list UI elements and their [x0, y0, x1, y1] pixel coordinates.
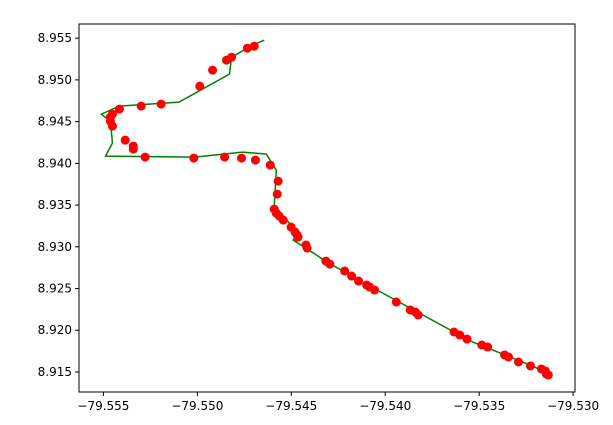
point: [136, 101, 146, 111]
y-tick-label: 8.940: [38, 156, 72, 170]
x-tick-label: −79.535: [453, 399, 505, 413]
y-tick-label: 8.920: [38, 323, 72, 337]
point: [114, 104, 124, 114]
point: [265, 160, 275, 170]
point: [140, 152, 150, 162]
point: [208, 65, 218, 75]
point: [237, 153, 247, 163]
y-tick-label: 8.925: [38, 282, 72, 296]
point: [293, 232, 303, 242]
point: [503, 352, 513, 362]
x-tick-label: −79.545: [265, 399, 317, 413]
point: [107, 121, 117, 131]
x-tick-label: −79.540: [359, 399, 411, 413]
y-tick-label: 8.955: [38, 31, 72, 45]
point: [413, 310, 423, 320]
point: [242, 43, 252, 53]
point: [455, 330, 465, 340]
x-tick-label: −79.530: [547, 399, 599, 413]
point: [273, 176, 283, 186]
line: [99, 39, 549, 375]
y-tick-label: 8.945: [38, 115, 72, 129]
point: [302, 243, 312, 253]
y-tick-label: 8.930: [38, 240, 72, 254]
point: [483, 342, 493, 352]
point: [325, 259, 335, 269]
point: [525, 361, 535, 371]
point: [189, 153, 199, 163]
point: [249, 41, 259, 51]
axes-frame: [78, 23, 576, 393]
point: [195, 81, 205, 91]
point: [543, 370, 553, 380]
y-tick-label: 8.915: [38, 365, 72, 379]
point: [278, 215, 288, 225]
point: [462, 334, 472, 344]
x-tick-label: −79.555: [77, 399, 129, 413]
point: [220, 152, 230, 162]
y-tick-label: 8.950: [38, 73, 72, 87]
y-tick-label: 8.935: [38, 198, 72, 212]
point: [354, 276, 364, 286]
point: [347, 271, 357, 281]
point: [128, 144, 138, 154]
point: [513, 357, 523, 367]
point: [156, 99, 166, 109]
x-tick-label: −79.550: [171, 399, 223, 413]
point: [340, 266, 350, 276]
point: [221, 55, 231, 65]
point: [272, 189, 282, 199]
point: [120, 135, 130, 145]
point: [391, 297, 401, 307]
point: [370, 285, 380, 295]
point: [250, 155, 260, 165]
